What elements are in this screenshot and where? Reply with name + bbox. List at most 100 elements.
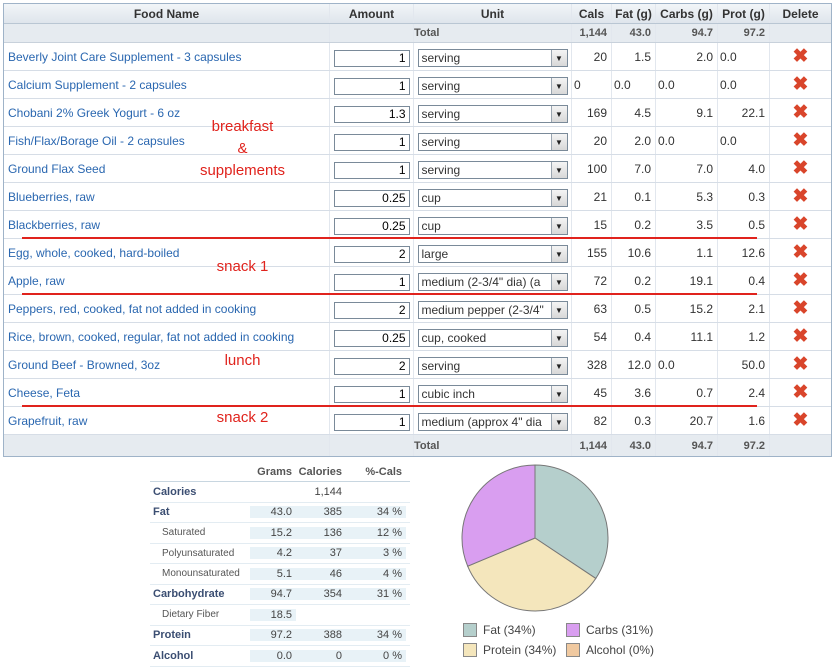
food-name-link[interactable]: Grapefruit, raw — [8, 413, 88, 428]
unit-select[interactable]: serving ▼ — [417, 49, 568, 67]
delete-icon[interactable]: ✖ — [792, 102, 809, 123]
unit-select[interactable]: medium pepper (2-3/4" ▼ — [417, 301, 568, 319]
amount-input[interactable] — [333, 245, 410, 263]
dropdown-arrow-icon[interactable]: ▼ — [550, 358, 567, 374]
amount-input[interactable] — [333, 105, 410, 123]
delete-icon[interactable]: ✖ — [792, 270, 809, 291]
table-row: Egg, whole, cooked, hard-boiled large ▼ … — [4, 239, 831, 267]
dropdown-arrow-icon[interactable]: ▼ — [550, 386, 567, 402]
food-name-link[interactable]: Blueberries, raw — [8, 189, 95, 204]
unit-select[interactable]: large ▼ — [417, 245, 568, 263]
delete-icon[interactable]: ✖ — [792, 298, 809, 319]
unit-select[interactable]: serving ▼ — [417, 161, 568, 179]
amount-input[interactable] — [333, 385, 410, 403]
delete-icon[interactable]: ✖ — [792, 410, 809, 431]
delete-icon[interactable]: ✖ — [792, 326, 809, 347]
amount-input[interactable] — [333, 413, 410, 431]
nutrient-calories: 37 — [296, 547, 346, 560]
header-prot[interactable]: Prot (g) — [718, 4, 770, 23]
amount-input[interactable] — [333, 329, 410, 347]
amount-input[interactable] — [333, 161, 410, 179]
food-name-link[interactable]: Ground Beef - Browned, 3oz — [8, 357, 161, 372]
table-header-row: Food Name Amount Unit Cals Fat (g) Carbs… — [4, 4, 831, 24]
prot-value: 0.4 — [718, 267, 770, 294]
dropdown-arrow-icon[interactable]: ▼ — [550, 274, 567, 290]
food-name-link[interactable]: Cheese, Feta — [8, 385, 81, 400]
cals-value: 54 — [572, 323, 612, 350]
separator-line — [22, 405, 757, 407]
unit-select[interactable]: cup, cooked ▼ — [417, 329, 568, 347]
delete-icon[interactable]: ✖ — [792, 242, 809, 263]
unit-select[interactable]: medium (approx 4" dia ▼ — [417, 413, 568, 431]
dropdown-arrow-icon[interactable]: ▼ — [550, 50, 567, 66]
header-unit[interactable]: Unit — [414, 4, 572, 23]
food-name-link[interactable]: Beverly Joint Care Supplement - 3 capsul… — [8, 49, 242, 64]
nutrient-grams: 4.2 — [250, 547, 296, 560]
dropdown-arrow-icon[interactable]: ▼ — [550, 246, 567, 262]
delete-icon[interactable]: ✖ — [792, 74, 809, 95]
unit-selected-value: serving — [421, 79, 461, 93]
amount-input[interactable] — [333, 273, 410, 291]
table-row: Ground Beef - Browned, 3oz serving ▼ 328… — [4, 351, 831, 379]
food-name-link[interactable]: Ground Flax Seed — [8, 161, 106, 176]
dropdown-arrow-icon[interactable]: ▼ — [550, 218, 567, 234]
nutrient-label: Protein — [153, 629, 191, 642]
nutrition-row: Monounsaturated 5.1 46 4 % — [150, 564, 410, 585]
unit-select[interactable]: serving ▼ — [417, 133, 568, 151]
amount-input[interactable] — [333, 49, 410, 67]
cals-value: 45 — [572, 379, 612, 406]
delete-icon[interactable]: ✖ — [792, 214, 809, 235]
dropdown-arrow-icon[interactable]: ▼ — [550, 302, 567, 318]
header-carbs[interactable]: Carbs (g) — [656, 4, 718, 23]
amount-input[interactable] — [333, 357, 410, 375]
table-row: Beverly Joint Care Supplement - 3 capsul… — [4, 43, 831, 71]
amount-input[interactable] — [333, 217, 410, 235]
unit-select[interactable]: serving ▼ — [417, 357, 568, 375]
dropdown-arrow-icon[interactable]: ▼ — [550, 134, 567, 150]
header-cals[interactable]: Cals — [572, 4, 612, 23]
food-name-link[interactable]: Apple, raw — [8, 273, 65, 288]
header-fat[interactable]: Fat (g) — [612, 4, 656, 23]
amount-input[interactable] — [333, 77, 410, 95]
delete-icon[interactable]: ✖ — [792, 158, 809, 179]
dropdown-arrow-icon[interactable]: ▼ — [550, 414, 567, 430]
legend-label: Protein (34%) — [483, 643, 557, 657]
delete-icon[interactable]: ✖ — [792, 382, 809, 403]
legend-label: Fat (34%) — [483, 623, 536, 637]
unit-select[interactable]: cup ▼ — [417, 217, 568, 235]
unit-select[interactable]: cup ▼ — [417, 189, 568, 207]
unit-select[interactable]: cubic inch ▼ — [417, 385, 568, 403]
fat-value: 0.2 — [612, 267, 656, 294]
delete-icon[interactable]: ✖ — [792, 354, 809, 375]
header-amount[interactable]: Amount — [330, 4, 414, 23]
food-name-link[interactable]: Calcium Supplement - 2 capsules — [8, 77, 187, 92]
total-label: Total — [414, 24, 572, 42]
dropdown-arrow-icon[interactable]: ▼ — [550, 330, 567, 346]
delete-icon[interactable]: ✖ — [792, 46, 809, 67]
dropdown-arrow-icon[interactable]: ▼ — [550, 78, 567, 94]
nutrient-calories: 388 — [296, 629, 346, 642]
total-label: Total — [414, 435, 572, 456]
delete-icon[interactable]: ✖ — [792, 130, 809, 151]
food-name-link[interactable]: Fish/Flax/Borage Oil - 2 capsules — [8, 133, 185, 148]
delete-icon[interactable]: ✖ — [792, 186, 809, 207]
dropdown-arrow-icon[interactable]: ▼ — [550, 162, 567, 178]
food-name-link[interactable]: Peppers, red, cooked, fat not added in c… — [8, 301, 257, 316]
dropdown-arrow-icon[interactable]: ▼ — [550, 190, 567, 206]
dropdown-arrow-icon[interactable]: ▼ — [550, 106, 567, 122]
amount-input[interactable] — [333, 189, 410, 207]
food-name-link[interactable]: Egg, whole, cooked, hard-boiled — [8, 245, 180, 260]
nutrient-label: Carbohydrate — [153, 588, 225, 601]
food-name-link[interactable]: Blackberries, raw — [8, 217, 101, 232]
amount-input[interactable] — [333, 301, 410, 319]
amount-input[interactable] — [333, 133, 410, 151]
header-food-name[interactable]: Food Name — [4, 4, 330, 23]
unit-selected-value: medium (approx 4" dia — [421, 415, 542, 429]
header-grams: Grams — [257, 466, 292, 478]
food-name-link[interactable]: Rice, brown, cooked, regular, fat not ad… — [8, 329, 295, 344]
unit-select[interactable]: medium (2-3/4" dia) (a ▼ — [417, 273, 568, 291]
unit-select[interactable]: serving ▼ — [417, 105, 568, 123]
unit-select[interactable]: serving ▼ — [417, 77, 568, 95]
nutrition-row: Saturated 15.2 136 12 % — [150, 523, 410, 544]
food-name-link[interactable]: Chobani 2% Greek Yogurt - 6 oz — [8, 105, 181, 120]
